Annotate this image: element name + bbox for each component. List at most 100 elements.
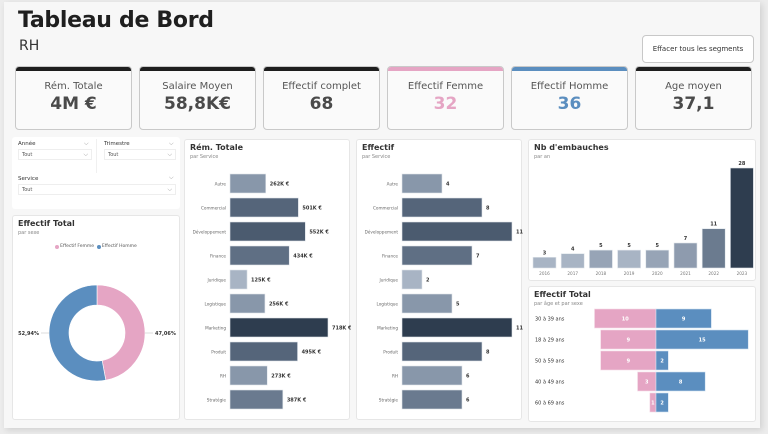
bar[interactable] bbox=[229, 245, 290, 266]
bar[interactable] bbox=[532, 256, 557, 269]
kpi-label: Salaire Moyen bbox=[162, 81, 233, 92]
slicer-trimestre-label: Trimestre bbox=[104, 141, 130, 147]
bar[interactable] bbox=[229, 365, 268, 386]
bar-data-label: 387K € bbox=[287, 398, 307, 404]
bar-male[interactable] bbox=[655, 392, 669, 413]
slicer-service-collapse-icon[interactable]: ⌵ bbox=[169, 174, 174, 181]
bar-data-label: 256K € bbox=[269, 302, 289, 308]
legend-female-label[interactable]: Effectif Femme bbox=[60, 244, 95, 249]
bar-data-label: 125K € bbox=[251, 278, 271, 284]
bar-male[interactable] bbox=[655, 371, 706, 392]
bar-data-label: 15 bbox=[699, 338, 706, 344]
bar-data-label: 11 bbox=[710, 222, 717, 228]
axis-category-label: Juridique bbox=[379, 278, 399, 283]
slicer-service-value: Tout bbox=[22, 187, 33, 193]
bar-data-label: 718K € bbox=[332, 326, 351, 332]
axis-tick-label: 2016 bbox=[539, 271, 550, 276]
bar[interactable] bbox=[645, 249, 670, 269]
bar-data-label: 273K € bbox=[271, 374, 291, 380]
bar[interactable] bbox=[229, 269, 248, 290]
bar[interactable] bbox=[560, 253, 585, 269]
bar[interactable] bbox=[401, 197, 483, 218]
slicer-annee-label: Année bbox=[18, 141, 36, 147]
legend-male-label[interactable]: Effectif Homme bbox=[101, 244, 137, 249]
slicer-trimestre-dropdown[interactable]: Tout ⌵ bbox=[104, 149, 176, 160]
bar[interactable] bbox=[589, 249, 613, 269]
bar-data-label: 9 bbox=[682, 317, 686, 323]
bar-male[interactable] bbox=[655, 350, 669, 371]
bar-data-label: 3 bbox=[645, 380, 649, 386]
clear-segments-button[interactable]: Effacer tous les segments bbox=[642, 35, 754, 63]
bar-data-label: 262K € bbox=[270, 182, 290, 188]
chevron-down-icon: ⌵ bbox=[167, 186, 172, 193]
pyramid-chart: 30 à 39 ans 10 9 18 à 29 ans 9 15 50 à 59 ans 9… bbox=[535, 308, 749, 413]
effectif-title: Effectif bbox=[362, 143, 395, 152]
bar-male[interactable] bbox=[655, 329, 749, 350]
bar[interactable] bbox=[401, 173, 443, 194]
axis-category-label: Stratégie bbox=[207, 398, 227, 403]
axis-category-label: 40 à 49 ans bbox=[535, 379, 565, 386]
bar[interactable] bbox=[229, 197, 299, 218]
kpi-card[interactable]: Age moyen 37,1 bbox=[635, 66, 752, 130]
axis-category-label: Marketing bbox=[377, 326, 398, 331]
slicer-annee-dropdown[interactable]: Tout ⌵ bbox=[18, 149, 92, 160]
bar[interactable] bbox=[401, 365, 463, 386]
kpi-card[interactable]: Effectif Femme 32 bbox=[387, 66, 504, 130]
chevron-down-icon: ⌵ bbox=[167, 151, 172, 158]
donut-title: Effectif Total bbox=[18, 219, 75, 228]
bar-data-label: 5 bbox=[656, 243, 660, 249]
page-subtitle: RH bbox=[19, 38, 40, 54]
bar[interactable] bbox=[401, 221, 513, 242]
donut-legend: Effectif Femme Effectif Homme bbox=[13, 244, 179, 250]
hires-subtitle: par an bbox=[534, 154, 551, 160]
axis-category-label: Commercial bbox=[201, 206, 226, 211]
kpi-value: 37,1 bbox=[672, 94, 715, 114]
kpi-card[interactable]: Salaire Moyen 58,8K€ bbox=[139, 66, 256, 130]
bar[interactable] bbox=[401, 293, 453, 314]
axis-category-label: 30 à 39 ans bbox=[535, 316, 565, 323]
pyramid-title: Effectif Total bbox=[534, 290, 591, 299]
axis-category-label: RH bbox=[220, 374, 226, 379]
bar[interactable] bbox=[229, 173, 267, 194]
bar[interactable] bbox=[229, 221, 306, 242]
donut-slice-female[interactable] bbox=[96, 284, 146, 381]
bar[interactable] bbox=[401, 317, 513, 338]
bar-data-label: 6 bbox=[466, 398, 470, 404]
bar[interactable] bbox=[401, 245, 473, 266]
kpi-label: Age moyen bbox=[665, 81, 722, 92]
bar[interactable] bbox=[617, 249, 641, 269]
slicer-annee-collapse-icon[interactable]: ⌵ bbox=[84, 140, 89, 147]
slicer-trimestre-collapse-icon[interactable]: ⌵ bbox=[169, 140, 174, 147]
bar-data-label: 6 bbox=[466, 374, 470, 380]
kpi-card[interactable]: Effectif complet 68 bbox=[263, 66, 380, 130]
axis-tick-label: 2020 bbox=[652, 271, 663, 276]
bar-male[interactable] bbox=[655, 308, 712, 329]
slicer-service-dropdown[interactable]: Tout ⌵ bbox=[18, 184, 176, 195]
bar[interactable] bbox=[229, 389, 284, 410]
bar[interactable] bbox=[229, 317, 329, 338]
bar[interactable] bbox=[730, 167, 754, 269]
bar-data-label: 8 bbox=[486, 350, 490, 356]
pyramid-subtitle: par âge et par sexe bbox=[534, 301, 583, 307]
bar[interactable] bbox=[401, 269, 423, 290]
legend-male-dot bbox=[96, 244, 101, 249]
kpi-card[interactable]: Rém. Totale 4M € bbox=[15, 66, 132, 130]
bar[interactable] bbox=[401, 389, 463, 410]
bar[interactable] bbox=[701, 228, 726, 269]
axis-tick-label: 2019 bbox=[624, 271, 635, 276]
bar-data-label: 5 bbox=[456, 302, 460, 308]
bar[interactable] bbox=[229, 293, 266, 314]
rem-subtitle: par Service bbox=[190, 154, 219, 160]
kpi-accent-bar bbox=[388, 67, 503, 71]
axis-category-label: Logistique bbox=[204, 302, 226, 307]
axis-category-label: 50 à 59 ans bbox=[535, 358, 565, 365]
bar-data-label: 11 bbox=[516, 230, 523, 236]
kpi-card[interactable]: Effectif Homme 36 bbox=[511, 66, 628, 130]
slicer-divider bbox=[96, 139, 97, 173]
axis-tick-label: 2018 bbox=[596, 271, 607, 276]
bar[interactable] bbox=[229, 341, 298, 362]
bar[interactable] bbox=[401, 341, 483, 362]
bar[interactable] bbox=[673, 242, 698, 269]
donut-slice-male[interactable] bbox=[48, 284, 107, 382]
bar-data-label: 3 bbox=[543, 250, 547, 256]
